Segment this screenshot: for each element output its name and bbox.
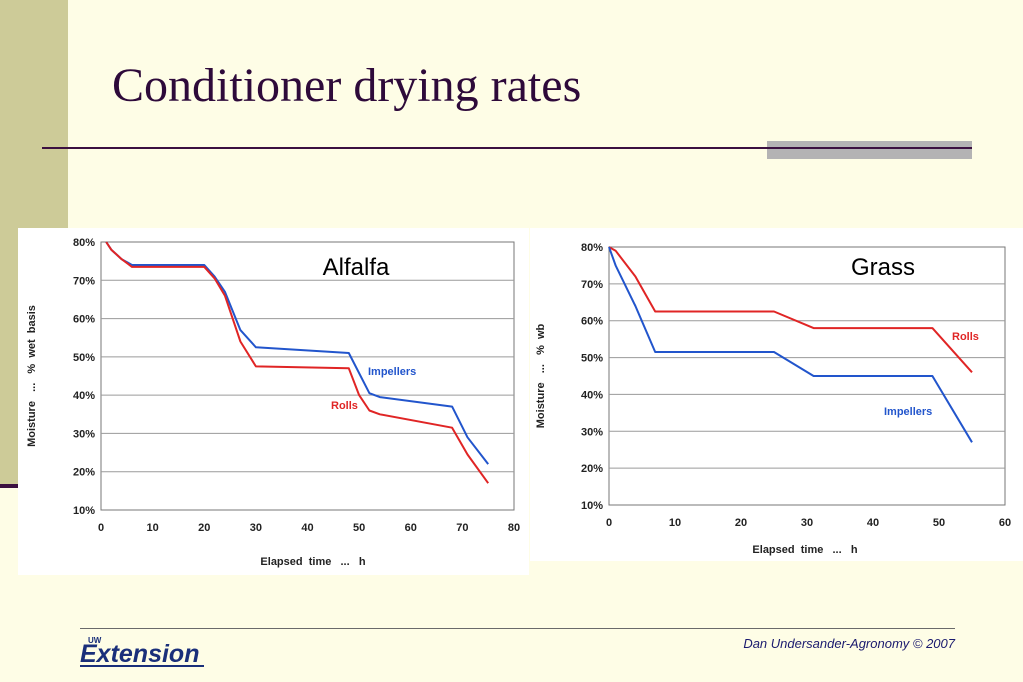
alfalfa-x-tick-label: 80 (508, 522, 520, 534)
alfalfa-y-tick-label: 10% (73, 505, 95, 517)
alfalfa-x-tick-label: 70 (456, 522, 468, 534)
grass-y-tick-label: 50% (581, 353, 603, 365)
alfalfa-series-line-rolls (105, 241, 490, 484)
title-rule (42, 147, 972, 149)
grass-y-tick-label: 30% (581, 426, 603, 438)
grass-series-label-impellers: Impellers (884, 406, 932, 418)
grass-y-tick-label: 60% (581, 316, 603, 328)
alfalfa-x-axis-label: Elapsed time ... h (260, 556, 365, 568)
alfalfa-x-tick-label: 0 (98, 522, 104, 534)
alfalfa-y-tick-label: 50% (73, 352, 95, 364)
logo-wordmark: Extension (80, 640, 199, 668)
grass-chart-title: Grass (851, 254, 915, 281)
alfalfa-x-tick-label: 20 (198, 522, 210, 534)
alfalfa-x-tick-label: 60 (405, 522, 417, 534)
alfalfa-y-tick-label: 70% (73, 275, 95, 287)
alfalfa-plot-area (100, 241, 515, 511)
grass-chart-panel: 10% 20% 30% 40% 50% 60% 70% 80% 0 10 20 30 40 50 60 Rol… (530, 228, 1023, 561)
alfalfa-y-tick-label: 40% (73, 390, 95, 402)
grass-y-tick-label: 10% (581, 500, 603, 512)
grass-plot-area (608, 246, 1006, 506)
grass-series-line-impellers (608, 246, 973, 443)
grass-x-tick-label: 0 (606, 517, 612, 529)
alfalfa-y-axis-label: Moisture ... % wet basis (26, 305, 38, 447)
logo-underline (80, 665, 204, 667)
grass-x-tick-label: 20 (735, 517, 747, 529)
grass-x-axis-label: Elapsed time ... h (752, 544, 857, 556)
alfalfa-y-tick-label: 60% (73, 314, 95, 326)
grass-chart: 10% 20% 30% 40% 50% 60% 70% 80% 0 10 20 30 40 50 60 Rol… (535, 242, 1011, 556)
grass-x-tick-label: 30 (801, 517, 813, 529)
alfalfa-chart-title: Alfalfa (323, 254, 390, 281)
grass-series-label-rolls: Rolls (952, 331, 979, 343)
alfalfa-y-tick-label: 20% (73, 467, 95, 479)
slide-title: Conditioner drying rates (112, 59, 582, 112)
grass-y-axis-label: Moisture ... % wb (535, 323, 547, 428)
alfalfa-series-label-impellers: Impellers (368, 366, 416, 378)
alfalfa-y-tick-label: 30% (73, 428, 95, 440)
alfalfa-x-tick-label: 40 (301, 522, 313, 534)
grass-x-tick-label: 40 (867, 517, 879, 529)
alfalfa-chart: 10% 20% 30% 40% 50% 60% 70% 80% 0 10 20 30 40 50 60 70 8… (26, 237, 520, 568)
footer-credit: Dan Undersander-Agronomy © 2007 (743, 636, 955, 651)
grass-x-tick-label: 50 (933, 517, 945, 529)
footer-rule (80, 628, 955, 629)
alfalfa-series-label-rolls: Rolls (331, 400, 358, 412)
alfalfa-chart-panel: 10% 20% 30% 40% 50% 60% 70% 80% 0 10 20 30 40 50 60 70 8… (18, 228, 529, 575)
title-rule-accent (767, 141, 972, 159)
grass-y-tick-label: 80% (581, 242, 603, 254)
alfalfa-x-tick-label: 10 (147, 522, 159, 534)
grass-series-line-rolls (608, 246, 973, 373)
grass-x-tick-label: 60 (999, 517, 1011, 529)
alfalfa-y-tick-label: 80% (73, 237, 95, 249)
alfalfa-x-tick-label: 30 (250, 522, 262, 534)
side-accent-notch (0, 484, 18, 488)
grass-x-tick-label: 10 (669, 517, 681, 529)
grass-y-tick-label: 20% (581, 463, 603, 475)
grass-y-tick-label: 70% (581, 279, 603, 291)
uw-extension-logo: UW Extension (80, 636, 204, 668)
alfalfa-x-tick-label: 50 (353, 522, 365, 534)
logo-superscript: UW (88, 636, 102, 645)
grass-y-tick-label: 40% (581, 389, 603, 401)
